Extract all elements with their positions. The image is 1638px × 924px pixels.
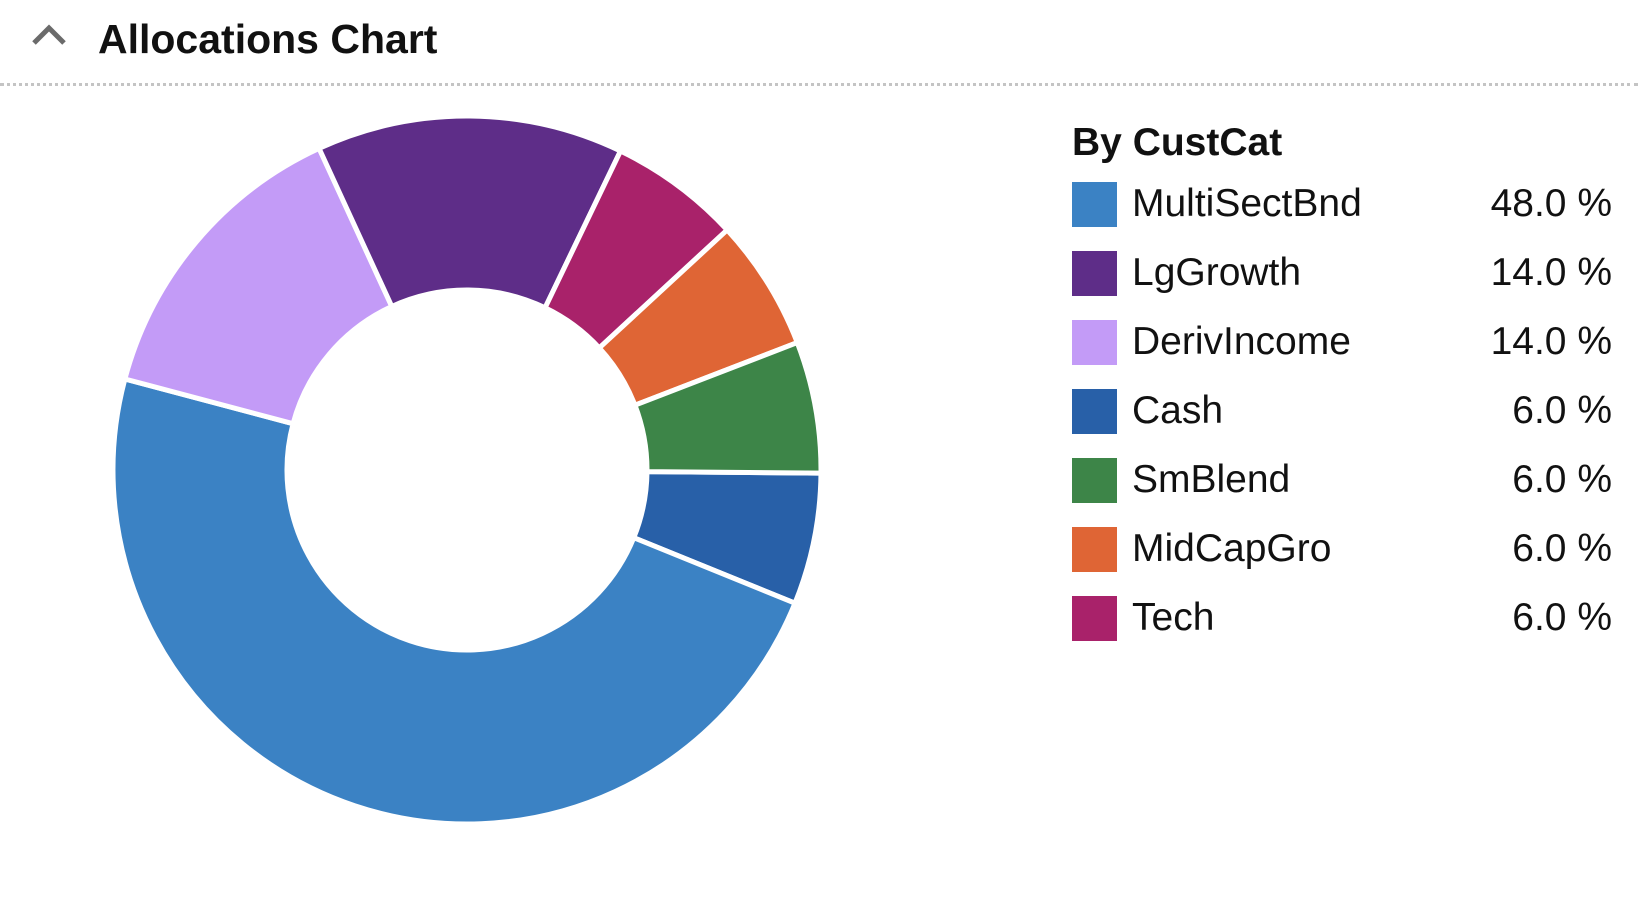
legend-title: By CustCat xyxy=(1072,121,1283,164)
legend-label: SmBlend xyxy=(1132,458,1291,501)
donut-slice-deriv-income[interactable] xyxy=(122,145,395,427)
legend-item-lg-growth[interactable]: LgGrowth 14.0 % xyxy=(1072,247,1612,316)
legend-value: 6.0 % xyxy=(1512,596,1612,639)
legend-swatch xyxy=(1072,596,1117,641)
legend-value: 6.0 % xyxy=(1512,458,1612,501)
legend-rows: MultiSectBnd 48.0 % LgGrowth 14.0 % DerivInc… xyxy=(1072,178,1612,661)
legend-swatch xyxy=(1072,251,1117,296)
legend-item-deriv-income[interactable]: DerivIncome 14.0 % xyxy=(1072,316,1612,385)
donut-slice-sm-blend[interactable] xyxy=(632,340,824,476)
legend-label: Cash xyxy=(1132,389,1224,432)
legend-label: LgGrowth xyxy=(1132,251,1302,294)
legend-label: MidCapGro xyxy=(1132,527,1332,570)
legend-label: Tech xyxy=(1132,596,1215,639)
legend-value: 6.0 % xyxy=(1512,389,1612,432)
header-divider xyxy=(0,83,1638,86)
legend-value: 6.0 % xyxy=(1512,527,1612,570)
donut-slice-multi-sect-bnd[interactable] xyxy=(110,376,798,827)
panel-title: Allocations Chart xyxy=(98,16,438,62)
legend-value: 14.0 % xyxy=(1490,251,1612,294)
legend-item-mid-cap-gro[interactable]: MidCapGro 6.0 % xyxy=(1072,523,1612,592)
legend-item-cash[interactable]: Cash 6.0 % xyxy=(1072,385,1612,454)
legend-label: DerivIncome xyxy=(1132,320,1351,363)
donut-slice-lg-growth[interactable] xyxy=(316,113,624,311)
chevron-up-icon[interactable] xyxy=(26,14,72,52)
legend-item-tech[interactable]: Tech 6.0 % xyxy=(1072,592,1612,661)
legend-item-multi-sect-bnd[interactable]: MultiSectBnd 48.0 % xyxy=(1072,178,1612,247)
legend-swatch xyxy=(1072,389,1117,434)
legend-value: 14.0 % xyxy=(1490,320,1612,363)
legend-swatch xyxy=(1072,458,1117,503)
panel-header: Allocations Chart xyxy=(0,0,1638,82)
legend-label: MultiSectBnd xyxy=(1132,182,1362,225)
legend-item-sm-blend[interactable]: SmBlend 6.0 % xyxy=(1072,454,1612,523)
legend-swatch xyxy=(1072,320,1117,365)
chart-legend: By CustCat MultiSectBnd 48.0 % LgGrowth 14.… xyxy=(1072,118,1612,661)
legend-swatch xyxy=(1072,182,1117,227)
donut-chart-svg xyxy=(110,113,824,827)
legend-swatch xyxy=(1072,527,1117,572)
legend-value: 48.0 % xyxy=(1490,182,1612,225)
donut-chart xyxy=(0,86,1000,924)
